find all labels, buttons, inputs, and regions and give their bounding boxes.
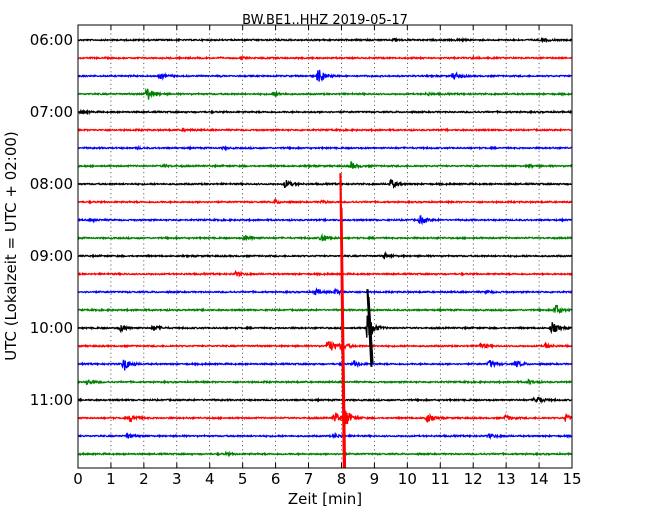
x-tick-label: 3 [172, 470, 182, 488]
x-tick-label: 15 [562, 470, 581, 488]
spike-10:15 [339, 173, 347, 468]
y-tick-label: 07:00 [30, 103, 73, 121]
trace-09:00 [77, 250, 573, 260]
trace-08:45 [77, 233, 573, 242]
y-tick-label: 06:00 [30, 31, 73, 49]
x-tick-label: 2 [139, 470, 149, 488]
trace-10:15 [77, 341, 573, 352]
trace-06:00 [77, 36, 573, 44]
trace-09:15 [77, 269, 573, 278]
x-tick-label: 7 [304, 470, 314, 488]
trace-06:45 [77, 87, 573, 100]
trace-11:45 [77, 450, 573, 458]
axis-ticks: 0 1 2 3 4 5 6 7 8 9 10 11 12 13 14 1506:0007:0008:0009:… [30, 25, 582, 488]
trace-10:00 [77, 315, 573, 338]
seismogram-traces [77, 36, 573, 468]
x-tick-label: 0 [73, 470, 83, 488]
x-tick-label: 11 [431, 470, 450, 488]
trace-08:30 [77, 215, 573, 226]
chart-title: BW.BE1..HHZ 2019-05-17 [242, 13, 408, 28]
x-tick-label: 14 [530, 470, 549, 488]
trace-07:45 [77, 161, 573, 170]
trace-07:00 [77, 108, 573, 116]
trace-07:30 [77, 144, 573, 152]
spike-10:00 [366, 289, 374, 367]
x-tick-label: 12 [464, 470, 483, 488]
y-tick-label: 09:00 [30, 247, 73, 265]
trace-09:45 [77, 304, 573, 315]
x-tick-label: 1 [106, 470, 116, 488]
x-tick-label: 6 [271, 470, 281, 488]
trace-06:15 [77, 54, 572, 61]
trace-11:30 [77, 432, 573, 440]
x-tick-label: 13 [497, 470, 516, 488]
x-tick-label: 4 [205, 470, 215, 488]
trace-09:30 [77, 287, 573, 297]
plot-frame [77, 24, 573, 469]
trace-07:15 [77, 127, 573, 133]
trace-06:30 [77, 69, 573, 82]
y-tick-label: 08:00 [30, 175, 73, 193]
y-tick-label: 10:00 [30, 319, 73, 337]
x-tick-label: 5 [238, 470, 248, 488]
x-tick-label: 8 [337, 470, 347, 488]
trace-08:00 [77, 178, 573, 189]
trace-11:00 [77, 396, 573, 405]
y-axis-title: UTC (Lokalzeit = UTC + 02:00) [2, 131, 20, 361]
x-tick-label: 10 [398, 470, 417, 488]
grid-lines [110, 25, 540, 468]
x-tick-label: 9 [370, 470, 380, 488]
y-tick-label: 11:00 [30, 391, 73, 409]
trace-11:15 [77, 410, 573, 427]
trace-08:15 [77, 197, 573, 205]
spike-group [339, 173, 374, 468]
trace-10:45 [77, 378, 573, 386]
x-axis-title: Zeit [min] [288, 490, 362, 508]
trace-10:30 [77, 359, 573, 371]
